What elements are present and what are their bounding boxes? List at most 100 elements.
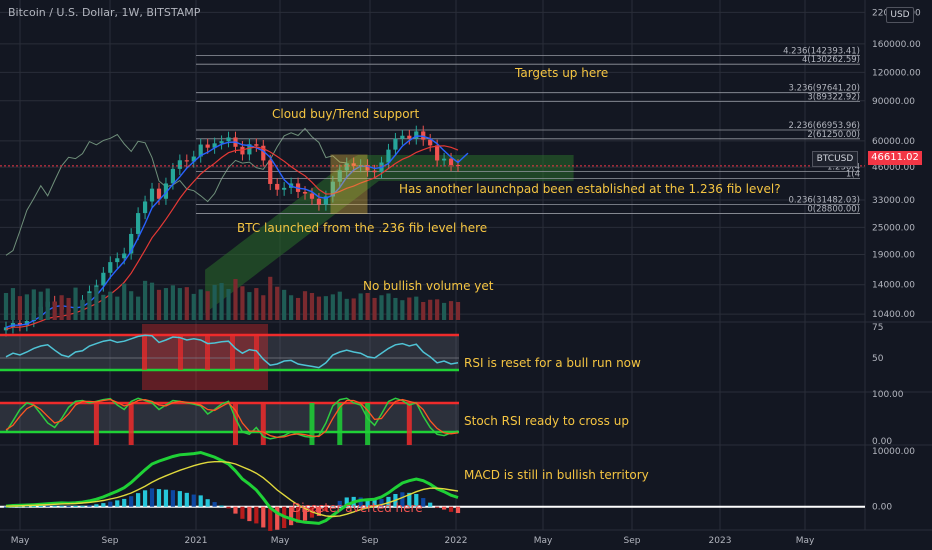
macd-tick-label: 0.00	[872, 503, 892, 513]
volume-bar	[448, 301, 454, 320]
annotation-no-volume: No bullish volume yet	[363, 279, 494, 293]
price-tick-label: 33000.00	[872, 196, 915, 206]
candle-body	[268, 160, 273, 184]
candle-body	[163, 183, 169, 199]
x-tick-label: Sep	[102, 536, 119, 546]
candle-body	[302, 191, 308, 194]
macd-histogram-bar	[149, 488, 155, 507]
candle-body	[448, 158, 454, 165]
ichimoku-cloud	[205, 155, 574, 314]
macd-histogram-bar	[212, 502, 217, 507]
volume-bar	[108, 291, 113, 320]
volume-bar	[330, 294, 335, 320]
annotation-stoch: Stoch RSI ready to cross up	[464, 414, 629, 428]
candle-body	[386, 149, 391, 163]
volume-bar	[337, 291, 342, 320]
macd-histogram-bar	[129, 496, 134, 507]
macd-histogram-bar	[421, 498, 426, 507]
candle-body	[441, 158, 447, 161]
macd-histogram-bar	[448, 506, 454, 512]
volume-bar	[441, 302, 447, 320]
macd-histogram-bar	[94, 504, 99, 507]
x-tick-label: Sep	[362, 536, 379, 546]
rsi-red-bar	[205, 335, 210, 370]
macd-histogram-bar	[24, 506, 29, 508]
candle-body	[177, 160, 182, 169]
candle-body	[226, 137, 231, 142]
candle-body	[435, 145, 440, 161]
candle-body	[407, 135, 412, 139]
fib-level-label: 4.236(142393.41)	[783, 46, 860, 56]
candle-body	[316, 198, 322, 205]
macd-histogram-bar	[240, 506, 245, 519]
candle-body	[365, 164, 370, 171]
volume-bar	[156, 289, 162, 320]
macd-histogram-bar	[205, 499, 210, 507]
macd-histogram-bar	[330, 505, 335, 507]
volume-bar	[289, 295, 294, 320]
volume-bar	[115, 296, 120, 320]
volume-bar	[198, 289, 203, 320]
volume-bar	[240, 286, 245, 320]
price-tick-label: 90000.00	[872, 97, 915, 107]
x-tick-label: Sep	[624, 536, 641, 546]
chart-title: Bitcoin / U.S. Dollar, 1W, BITSTAMP	[8, 6, 201, 19]
macd-histogram-bar	[45, 505, 50, 507]
macd-histogram-bar	[156, 489, 162, 507]
candle-body	[184, 160, 189, 162]
macd-histogram-bar	[386, 496, 391, 507]
fib-level-label: 2.236(66953.96)	[788, 121, 860, 131]
fib-level-label: 0.236(31482.03)	[788, 196, 860, 206]
x-tick-label: May	[534, 536, 553, 546]
stoch-k-line	[5, 397, 459, 440]
fib-level-label: 4(130262.59)	[802, 55, 860, 65]
volume-bar	[400, 300, 405, 320]
macd-histogram-bar	[302, 506, 308, 521]
annotation-launchpad: Has another launchpad been established a…	[399, 182, 781, 196]
rsi-red-bar	[254, 335, 259, 370]
macd-histogram-bar	[295, 506, 301, 523]
volume-bar	[414, 296, 419, 320]
volume-bar	[129, 291, 134, 320]
price-tick-label: 25000.00	[872, 223, 915, 233]
volume-bar	[323, 296, 328, 320]
volume-bar	[407, 297, 412, 320]
volume-bar	[212, 284, 217, 320]
macd-histogram-bar	[73, 505, 78, 507]
candle-body	[108, 262, 113, 273]
candle-body	[330, 181, 335, 197]
volume-bar	[393, 297, 398, 320]
macd-histogram-bar	[407, 492, 412, 507]
macd-histogram-bar	[254, 506, 259, 524]
rsi-tick-label: 75	[872, 323, 883, 333]
price-tick-label: 60000.00	[872, 137, 915, 147]
volume-bar	[94, 286, 99, 320]
volume-bar	[73, 287, 78, 320]
macd-histogram-bar	[59, 505, 64, 507]
candle-body	[261, 145, 266, 161]
currency-button[interactable]: USD	[886, 7, 914, 23]
volume-bar	[45, 288, 50, 320]
volume-bar	[302, 291, 308, 320]
volume-bar	[87, 293, 92, 320]
candle-body	[24, 321, 29, 326]
stoch-signal-bar	[406, 403, 412, 445]
volume-bar	[226, 288, 231, 320]
candle-body	[372, 170, 377, 173]
volume-bar	[275, 286, 280, 320]
macd-histogram-bar	[66, 506, 71, 508]
candle-body	[205, 144, 210, 148]
annotation-rsi: RSI is reset for a bull run now	[464, 356, 641, 370]
macd-histogram-bar	[177, 491, 182, 507]
annotation-btc-launched: BTC launched from the .236 fib level her…	[237, 221, 487, 235]
volume-bar	[219, 283, 224, 320]
volume-bar	[435, 299, 440, 320]
macd-histogram-bar	[275, 506, 280, 530]
macd-histogram-bar	[226, 506, 231, 509]
candle-body	[115, 258, 120, 263]
stoch-signal-bar	[128, 403, 134, 445]
macd-line	[5, 450, 459, 525]
price-tick-label: 19000.00	[872, 251, 915, 261]
